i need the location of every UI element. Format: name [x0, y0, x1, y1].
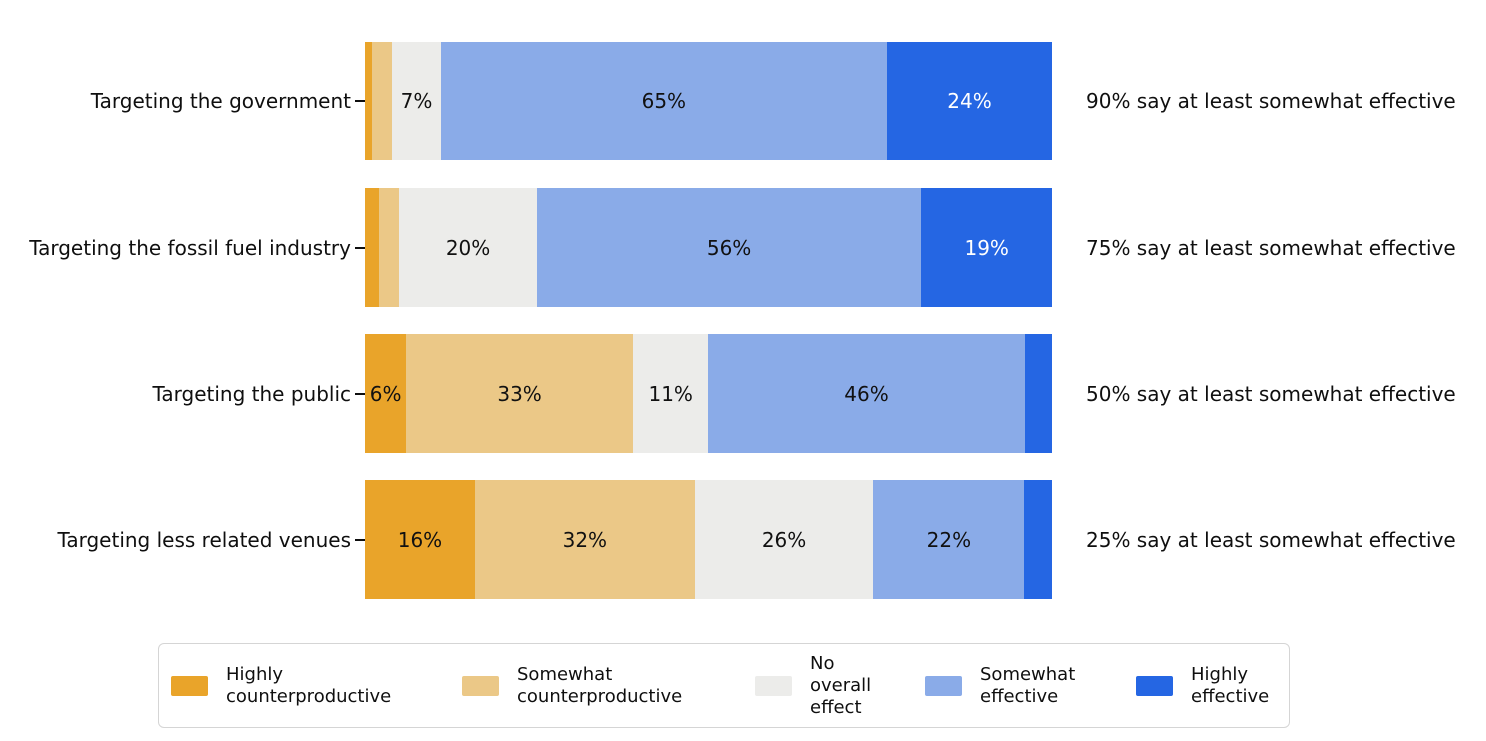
- legend-swatch-highly-effective: [1136, 675, 1173, 696]
- legend-label: Highly effective: [1191, 663, 1270, 707]
- axis-tick: [355, 246, 365, 249]
- stacked-bar: 6% 33% 11% 46%: [365, 334, 1052, 453]
- bar-segment: 6%: [365, 334, 407, 453]
- category-label: Targeting the public: [152, 381, 351, 406]
- legend-item-no-overall-effect: No overall effect: [755, 644, 871, 727]
- bar-segment: 11%: [632, 334, 709, 453]
- bar-segment: 26%: [694, 480, 874, 599]
- bar-segment: 46%: [708, 334, 1025, 453]
- legend-swatch-no-overall-effect: [755, 675, 792, 696]
- legend-item-somewhat-effective: Somewhat effective: [925, 644, 1075, 727]
- legend-swatch-somewhat-counterproductive: [462, 675, 499, 696]
- bar-segment: 19%: [921, 188, 1052, 307]
- axis-tick: [355, 100, 365, 102]
- stacked-bar: 20% 56% 19%: [365, 188, 1052, 307]
- summary-annotation: 75% say at least somewhat effective: [1086, 235, 1456, 260]
- legend-label: No overall effect: [810, 652, 872, 718]
- bar-segment: 20%: [399, 188, 537, 307]
- bar-segment: [365, 188, 379, 307]
- legend-swatch-highly-counterproductive: [171, 675, 208, 696]
- bar-segment: 65%: [440, 42, 888, 160]
- summary-annotation: 50% say at least somewhat effective: [1086, 381, 1456, 406]
- axis-tick: [355, 538, 365, 541]
- legend-item-highly-counterproductive: Highly counterproductive: [171, 644, 391, 727]
- stacked-bar: 7% 65% 24%: [365, 42, 1052, 160]
- stacked-bar: 16% 32% 26% 22%: [365, 480, 1052, 599]
- axis-tick: [355, 392, 365, 395]
- legend-label: Somewhat counterproductive: [517, 663, 683, 707]
- bar-segment: 24%: [887, 42, 1052, 160]
- legend-item-highly-effective: Highly effective: [1136, 644, 1269, 727]
- chart-row-government: Targeting the government 7% 65% 24% 90% sa…: [0, 42, 1486, 160]
- bar-segment: [378, 188, 400, 307]
- bar-segment: 33%: [406, 334, 633, 453]
- chart-row-fossil-fuel: Targeting the fossil fuel industry 20% 56…: [0, 188, 1486, 307]
- legend-swatch-somewhat-effective: [925, 675, 962, 696]
- legend-item-somewhat-counterproductive: Somewhat counterproductive: [462, 644, 682, 727]
- bar-segment: 16%: [365, 480, 475, 599]
- legend-label: Highly counterproductive: [226, 663, 392, 707]
- category-label: Targeting the fossil fuel industry: [29, 235, 351, 260]
- bar-segment: [1024, 480, 1052, 599]
- chart-row-less-related-venues: Targeting less related venues 16% 32% 26% 2…: [0, 480, 1486, 599]
- bar-segment: 32%: [474, 480, 695, 599]
- category-label: Targeting the government: [90, 89, 351, 113]
- legend-label: Somewhat effective: [980, 663, 1076, 707]
- bar-segment: 22%: [873, 480, 1025, 599]
- bar-segment: [1024, 334, 1052, 453]
- bar-segment: [365, 42, 372, 160]
- legend: Highly counterproductive Somewhat counte…: [158, 643, 1290, 728]
- bar-segment: 7%: [392, 42, 441, 160]
- bar-segment: 56%: [536, 188, 922, 307]
- category-label: Targeting less related venues: [57, 527, 351, 552]
- summary-annotation: 90% say at least somewhat effective: [1086, 89, 1456, 113]
- summary-annotation: 25% say at least somewhat effective: [1086, 527, 1456, 552]
- bar-segment: [371, 42, 393, 160]
- chart-row-public: Targeting the public 6% 33% 11% 46% 50% say…: [0, 334, 1486, 453]
